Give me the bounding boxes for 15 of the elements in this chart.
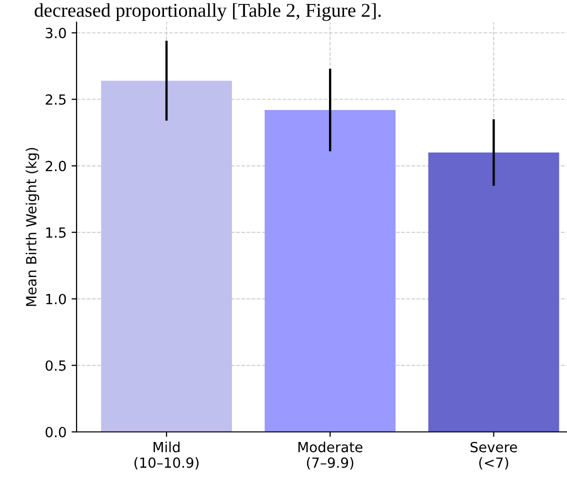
y-tick-label: 3.0 bbox=[46, 28, 66, 38]
bar bbox=[101, 80, 232, 432]
y-tick-label: 2.0 bbox=[46, 160, 66, 172]
x-tick-label: Mild (10–10.9) bbox=[134, 442, 199, 470]
y-tick-label: 1.5 bbox=[46, 227, 66, 238]
y-tick-label: 0.0 bbox=[46, 426, 66, 438]
y-tick-label: 1.0 bbox=[46, 294, 66, 304]
y-tick-label: 2.5 bbox=[46, 94, 66, 105]
y-tick-label: 0.5 bbox=[46, 360, 66, 371]
x-tick-label: Moderate (7–9.9) bbox=[298, 442, 362, 470]
x-tick-label: Severe (<7) bbox=[470, 442, 517, 470]
y-axis-title: Mean Birth Weight (kg) bbox=[26, 148, 40, 306]
bar bbox=[428, 152, 560, 432]
bar bbox=[264, 110, 396, 432]
text: decreased proportionally [Table 2, Figure 2]. bbox=[34, 3, 381, 21]
